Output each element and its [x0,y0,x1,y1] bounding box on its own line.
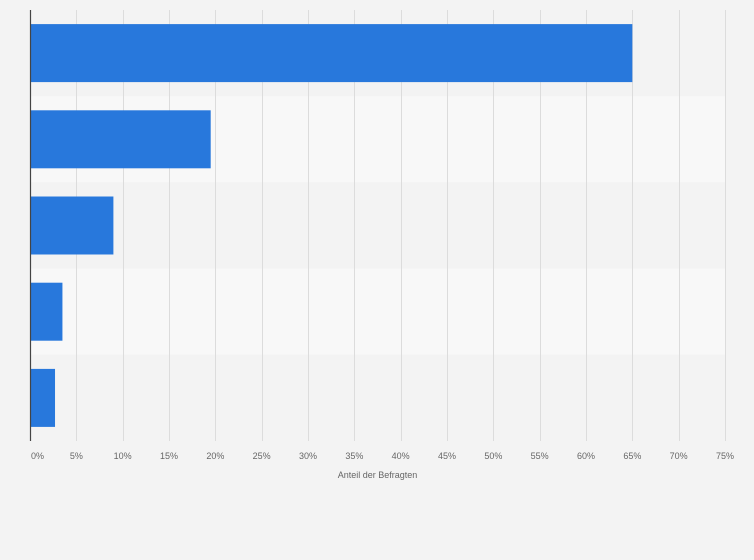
x-tick-label: 10% [114,451,132,461]
x-tick-label: 30% [299,451,317,461]
x-tick-label: 75% [716,451,734,461]
bar[interactable] [30,282,63,341]
x-tick-label: 35% [345,451,363,461]
x-tick-label: 70% [670,451,688,461]
x-tick-label: 20% [206,451,224,461]
x-tick-label: 60% [577,451,595,461]
x-tick-label: 15% [160,451,178,461]
row-band [30,268,725,355]
x-tick-label: 65% [623,451,641,461]
x-axis-title: Anteil der Befragten [338,470,418,480]
row-band [30,354,725,441]
x-tick-label: 45% [438,451,456,461]
bar[interactable] [30,196,114,255]
row-band [30,182,725,269]
x-tick-label: 25% [253,451,271,461]
x-axis-ticks: 0% 5% 10% 15% 20% 25% 30% 35% 40% 45% 50% 55% 60% 65%… [31,451,734,461]
row-bands [30,10,725,441]
bar[interactable] [30,368,56,427]
x-tick-label: 50% [484,451,502,461]
x-tick-label: 0% [31,451,44,461]
x-tick-label: 55% [531,451,549,461]
bars [30,24,633,427]
bar[interactable] [30,24,633,83]
x-tick-label: 40% [392,451,410,461]
x-tick-label: 5% [70,451,83,461]
bar[interactable] [30,110,211,169]
